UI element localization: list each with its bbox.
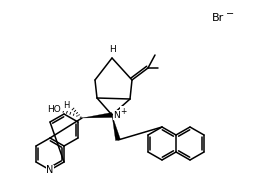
- Text: N: N: [114, 111, 120, 120]
- Text: HO: HO: [47, 105, 61, 114]
- Polygon shape: [82, 112, 112, 118]
- Text: H: H: [109, 45, 115, 54]
- Text: −: −: [226, 9, 234, 19]
- Polygon shape: [112, 115, 120, 141]
- Text: Br: Br: [212, 13, 224, 23]
- Text: H: H: [64, 102, 70, 111]
- Text: +: +: [120, 106, 126, 115]
- Text: N: N: [46, 165, 54, 175]
